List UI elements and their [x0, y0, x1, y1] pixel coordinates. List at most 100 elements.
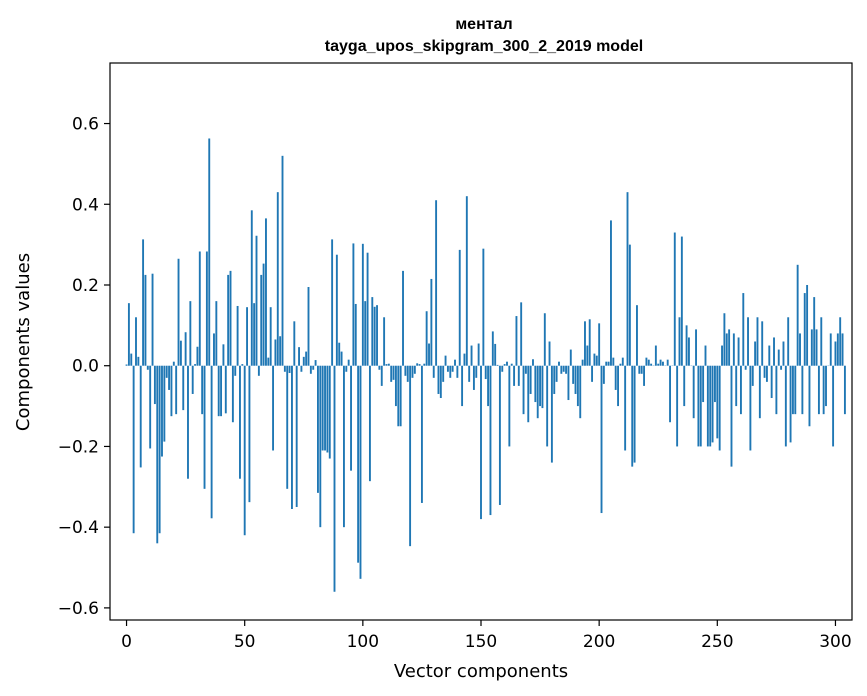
x-tick-label: 250: [701, 632, 733, 652]
bar-95: [350, 365, 352, 471]
bar-27: [189, 301, 192, 366]
bar-93: [345, 365, 348, 372]
bar-152: [484, 365, 487, 380]
bar-23: [179, 340, 182, 366]
bar-29: [194, 364, 197, 366]
bar-163: [510, 363, 513, 366]
bar-187: [567, 365, 570, 401]
bar-19: [170, 365, 173, 417]
bar-56: [257, 365, 260, 376]
bar-282: [791, 365, 794, 415]
bar-164: [513, 365, 516, 386]
bar-128: [428, 343, 430, 366]
bar-233: [676, 365, 679, 447]
bar-92: [343, 365, 345, 528]
bar-224: [654, 345, 657, 366]
bar-246: [706, 365, 709, 447]
y-tick-label: 0.4: [72, 195, 99, 215]
bar-85: [326, 365, 329, 453]
bar-191: [576, 365, 579, 407]
bar-147: [472, 365, 475, 390]
bar-18: [168, 365, 171, 390]
y-tick-label: 0.2: [72, 276, 99, 296]
bar-292: [815, 329, 818, 366]
y-axis-ticks: −0.6 −0.4 −0.2 0.0 0.2 0.4 0.6: [58, 115, 110, 619]
bar-72: [295, 365, 298, 507]
bar-110: [385, 364, 388, 366]
bar-209: [619, 363, 622, 366]
bar-272: [768, 345, 771, 366]
bar-124: [418, 364, 421, 366]
bar-199: [595, 355, 598, 366]
bar-146: [470, 345, 473, 366]
bar-112: [390, 365, 393, 382]
bar-157: [496, 364, 499, 366]
bar-198: [593, 353, 596, 366]
bar-111: [387, 363, 390, 366]
bar-63: [274, 339, 277, 366]
bar-250: [716, 365, 719, 439]
y-tick-label: −0.2: [58, 437, 99, 457]
bar-65: [279, 336, 282, 366]
bar-278: [782, 341, 785, 366]
bar-28: [191, 365, 194, 394]
bar-43: [227, 274, 230, 366]
bar-183: [558, 361, 560, 366]
bar-24: [182, 365, 185, 411]
bar-230: [669, 365, 671, 423]
bar-222: [650, 363, 653, 366]
bar-249: [714, 365, 716, 403]
bar-175: [539, 365, 542, 407]
x-axis-label: Vector components: [394, 661, 568, 682]
bar-269: [761, 321, 764, 366]
bar-229: [666, 359, 669, 366]
bar-143: [463, 353, 466, 366]
bar-260: [739, 365, 742, 415]
bar-302: [839, 317, 842, 366]
bar-134: [442, 365, 445, 382]
bar-189: [572, 365, 575, 384]
bar-218: [640, 365, 643, 374]
bar-252: [721, 345, 723, 366]
bar-94: [347, 359, 350, 366]
bar-34: [205, 251, 208, 366]
bar-30: [196, 346, 199, 366]
bar-122: [413, 365, 416, 374]
bar-205: [610, 220, 612, 366]
bar-261: [742, 293, 745, 366]
bar-287: [803, 293, 806, 366]
bar-46: [234, 365, 237, 376]
bar-208: [617, 365, 619, 407]
bar-15: [161, 365, 163, 457]
bar-36: [210, 365, 213, 519]
bar-184: [560, 365, 563, 374]
bar-232: [673, 232, 676, 366]
x-tick-label: 150: [465, 632, 497, 652]
bar-80: [314, 360, 317, 366]
bar-79: [312, 365, 315, 370]
bar-242: [697, 365, 700, 447]
bar-193: [581, 359, 584, 366]
bar-38: [215, 301, 218, 366]
bar-40: [220, 365, 223, 417]
bar-129: [430, 278, 433, 366]
x-tick-label: 300: [819, 632, 851, 652]
bar-155: [491, 331, 494, 366]
y-tick-label: −0.6: [58, 599, 99, 619]
bar-35: [208, 138, 211, 366]
bar-89: [335, 254, 338, 366]
bar-131: [435, 200, 438, 366]
bar-186: [565, 365, 568, 374]
bar-253: [723, 313, 726, 366]
bar-70: [291, 365, 293, 510]
bar-52: [248, 365, 251, 503]
bar-185: [562, 365, 565, 372]
x-tick-label: 0: [121, 632, 132, 652]
bar-135: [444, 355, 447, 366]
bar-32: [201, 365, 204, 415]
bar-69: [288, 365, 291, 373]
bar-2: [130, 353, 133, 366]
x-tick-label: 50: [234, 632, 256, 652]
bar-172: [532, 359, 534, 366]
bar-259: [737, 337, 740, 366]
